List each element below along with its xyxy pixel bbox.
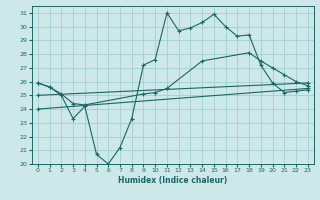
- X-axis label: Humidex (Indice chaleur): Humidex (Indice chaleur): [118, 176, 228, 185]
